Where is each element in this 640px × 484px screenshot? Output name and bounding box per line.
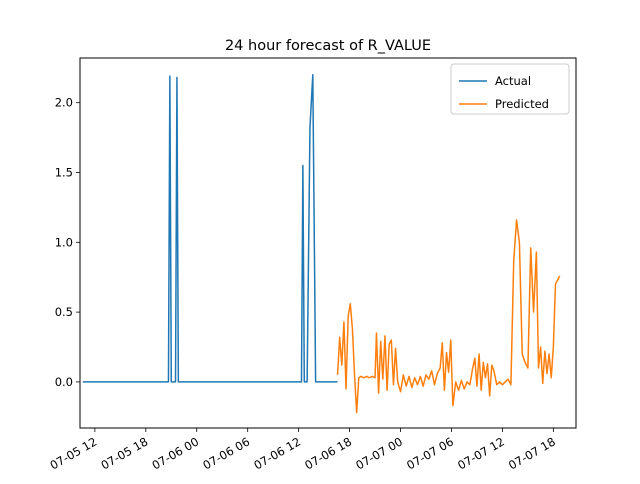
legend-label-predicted: Predicted <box>495 97 549 111</box>
y-tick-label: 0.0 <box>55 375 73 389</box>
plot-lines <box>82 74 561 414</box>
legend: Actual Predicted <box>450 63 570 115</box>
legend-label-actual: Actual <box>495 74 531 88</box>
series-line-predicted <box>336 219 561 414</box>
y-tick-label: 1.0 <box>55 235 73 249</box>
y-axis: 0.0 0.5 1.0 1.5 2.0 <box>55 96 80 389</box>
y-tick-label: 0.5 <box>55 305 73 319</box>
y-tick-label: 2.0 <box>55 96 73 110</box>
plot-frame <box>79 57 577 429</box>
y-tick-label: 1.5 <box>55 165 73 179</box>
chart-title: 24 hour forecast of R_VALUE <box>225 38 431 54</box>
series-line-actual <box>82 74 338 383</box>
legend-box <box>450 63 570 115</box>
